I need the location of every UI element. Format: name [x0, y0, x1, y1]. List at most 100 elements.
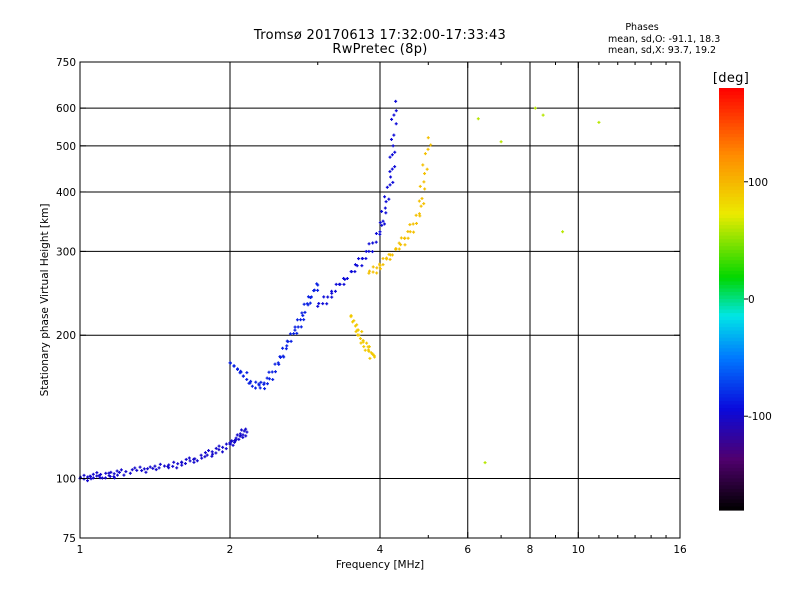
stats-heading: Phases — [625, 22, 658, 33]
echo-point — [397, 241, 401, 245]
x-axis-label: Frequency [MHz] — [336, 559, 424, 571]
echo-point — [293, 328, 297, 332]
echo-point — [411, 222, 415, 226]
echo-point — [367, 269, 371, 273]
colorbar-tick-label: 100 — [748, 177, 768, 189]
echo-point — [417, 199, 421, 203]
x-tick-label: 10 — [572, 544, 585, 556]
echo-point — [109, 470, 113, 474]
echo-point — [217, 444, 221, 448]
echo-point — [387, 197, 391, 201]
echo-point — [112, 475, 116, 479]
echo-point — [183, 462, 187, 466]
colorbar-segment — [719, 182, 744, 188]
echo-point — [362, 345, 366, 349]
echo-point — [353, 263, 357, 267]
echo-point — [100, 476, 104, 480]
echo-point — [289, 339, 293, 343]
colorbar-segment — [719, 270, 744, 275]
echo-point — [205, 453, 209, 457]
echo-point — [247, 381, 251, 385]
colorbar-segment — [719, 263, 744, 268]
echo-point — [112, 472, 116, 476]
echo-point — [217, 448, 221, 452]
echo-point — [378, 221, 382, 225]
echo-point — [303, 310, 307, 314]
echo-point — [387, 252, 391, 256]
echo-point — [403, 243, 407, 247]
echo-point — [281, 354, 285, 358]
echo-point — [254, 380, 258, 384]
echo-point — [378, 262, 382, 266]
colorbar-segment — [719, 246, 744, 251]
colorbar-segment — [719, 221, 744, 226]
echo-point — [426, 147, 430, 151]
colorbar-segment — [719, 337, 744, 342]
echo-point — [371, 241, 375, 245]
echo-point — [250, 384, 254, 388]
echo-point — [224, 447, 228, 451]
echo-point — [302, 302, 306, 306]
echo-point — [295, 318, 299, 322]
echo-point — [228, 442, 232, 446]
echo-point — [392, 113, 396, 117]
echo-point — [119, 468, 123, 472]
echo-point — [371, 270, 375, 274]
colorbar-segment — [719, 492, 744, 497]
echo-point — [167, 466, 171, 470]
echo-point — [356, 333, 360, 337]
y-tick-label: 100 — [56, 474, 76, 486]
colorbar-segment — [719, 474, 744, 479]
echo-point — [221, 445, 225, 449]
colorbar-segment — [719, 502, 744, 508]
colorbar-segment — [719, 404, 744, 409]
colorbar-segment — [719, 313, 744, 318]
colorbar-segment — [719, 116, 744, 121]
colorbar-segment — [719, 436, 744, 441]
echo-point — [142, 467, 146, 471]
echo-point — [238, 432, 242, 436]
echo-point — [330, 289, 334, 293]
echo-point — [257, 382, 261, 386]
colorbar-segment — [719, 228, 744, 233]
echo-point — [356, 328, 360, 332]
chart-subtitle: RwPretec (8p) — [332, 42, 427, 57]
echo-point — [285, 344, 289, 348]
grid-lines — [80, 62, 680, 538]
colorbar-segment — [719, 207, 744, 212]
colorbar-segment — [719, 284, 744, 290]
echo-point — [245, 371, 249, 375]
colorbar-segment — [719, 302, 744, 307]
colorbar-segment — [719, 102, 744, 107]
echo-point — [239, 428, 243, 432]
echo-point — [285, 339, 289, 343]
echo-point — [402, 236, 406, 240]
colorbar-segment — [719, 365, 744, 370]
echo-point — [423, 152, 427, 156]
echo-point — [234, 436, 238, 440]
echo-point — [266, 382, 270, 386]
echo-point — [388, 257, 392, 261]
echo-point — [253, 386, 257, 390]
stats-o-mode: mean, sd,O: -91.1, 18.3 — [608, 34, 720, 45]
echo-point — [326, 295, 330, 299]
colorbar-segment — [719, 495, 744, 501]
echo-point — [305, 302, 309, 306]
echo-point — [414, 213, 418, 217]
echo-point — [361, 340, 365, 344]
colorbar-segment — [719, 189, 744, 195]
echo-point — [366, 345, 370, 349]
colorbar-segment — [719, 133, 744, 138]
echo-point — [271, 378, 275, 382]
colorbar-segment — [719, 239, 744, 244]
echo-point — [140, 469, 144, 473]
echo-point — [349, 315, 353, 319]
echo-point — [274, 370, 278, 374]
y-tick-label: 400 — [56, 187, 76, 199]
colorbar-segment — [719, 386, 744, 392]
colorbar-segment — [719, 460, 744, 465]
echo-point — [317, 301, 321, 305]
colorbar-segment — [719, 291, 744, 297]
colorbar-segment — [719, 161, 744, 166]
y-axis-ticks: 75 100 200 300 400 500 600 750 — [56, 57, 680, 545]
